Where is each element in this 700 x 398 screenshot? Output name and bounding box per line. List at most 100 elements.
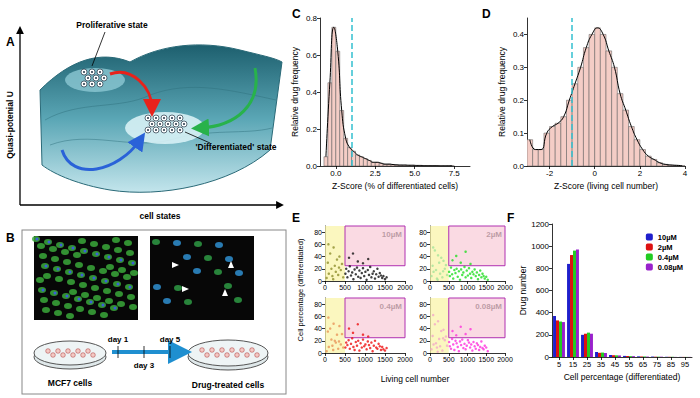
svg-text:2µM: 2µM [658, 243, 673, 252]
svg-text:Relative drug frequency: Relative drug frequency [290, 46, 300, 137]
svg-text:500: 500 [443, 284, 455, 291]
svg-text:0.4µM: 0.4µM [658, 253, 679, 262]
svg-text:1000: 1000 [357, 356, 373, 363]
svg-text:80: 80 [419, 229, 427, 236]
svg-text:1000: 1000 [531, 242, 549, 251]
svg-text:Quasi-potenial U: Quasi-potenial U [5, 91, 15, 159]
svg-text:20: 20 [419, 265, 427, 272]
svg-text:1500: 1500 [377, 284, 393, 291]
svg-text:Living cell number: Living cell number [381, 374, 450, 384]
svg-text:15: 15 [569, 360, 577, 369]
svg-text:55: 55 [625, 360, 633, 369]
svg-text:0: 0 [318, 350, 322, 357]
svg-text:C: C [292, 7, 301, 21]
svg-text:20: 20 [314, 265, 322, 272]
svg-text:cell states: cell states [139, 211, 180, 221]
svg-text:Z-Score (living cell number): Z-Score (living cell number) [554, 181, 658, 191]
svg-text:800: 800 [536, 264, 550, 273]
svg-text:500: 500 [339, 284, 351, 291]
svg-text:0.6: 0.6 [306, 51, 318, 60]
svg-text:0: 0 [592, 169, 597, 178]
svg-text:0: 0 [428, 356, 432, 363]
svg-text:2000: 2000 [397, 356, 413, 363]
svg-text:-2: -2 [546, 169, 554, 178]
svg-text:0.3: 0.3 [513, 63, 525, 72]
svg-text:1500: 1500 [478, 284, 494, 291]
svg-text:500: 500 [443, 356, 455, 363]
svg-text:0: 0 [323, 284, 327, 291]
svg-text:40: 40 [419, 253, 427, 260]
svg-text:Proliferative state: Proliferative state [76, 20, 148, 30]
svg-text:1000: 1000 [460, 356, 476, 363]
svg-text:Cell percentage (differentiate: Cell percentage (differentiated) [564, 372, 681, 382]
svg-text:0.2: 0.2 [513, 96, 525, 105]
svg-text:Relative drug frequency: Relative drug frequency [497, 46, 507, 137]
svg-text:B: B [6, 231, 15, 245]
svg-text:85: 85 [667, 360, 675, 369]
svg-text:4: 4 [683, 169, 688, 178]
svg-text:1000: 1000 [460, 284, 476, 291]
svg-text:Cell percentage (differentiate: Cell percentage (differentiated) [296, 238, 305, 341]
svg-text:25: 25 [583, 360, 591, 369]
svg-text:1000: 1000 [357, 284, 373, 291]
svg-text:20: 20 [419, 337, 427, 344]
svg-text:60: 60 [314, 241, 322, 248]
svg-text:65: 65 [639, 360, 647, 369]
svg-text:Drug-treated cells: Drug-treated cells [192, 380, 265, 390]
svg-text:MCF7 cells: MCF7 cells [48, 378, 93, 388]
svg-text:0: 0 [323, 356, 327, 363]
svg-text:80: 80 [314, 229, 322, 236]
svg-text:200: 200 [536, 330, 550, 339]
svg-text:5.0: 5.0 [409, 169, 421, 178]
svg-text:80: 80 [314, 301, 322, 308]
svg-text:0: 0 [545, 353, 550, 362]
svg-text:F: F [507, 211, 514, 225]
svg-text:0.4: 0.4 [513, 30, 525, 39]
svg-text:75: 75 [653, 360, 661, 369]
svg-text:0: 0 [428, 284, 432, 291]
svg-text:60: 60 [314, 313, 322, 320]
svg-text:7.5: 7.5 [449, 169, 461, 178]
svg-text:60: 60 [419, 313, 427, 320]
svg-text:60: 60 [419, 241, 427, 248]
svg-text:2000: 2000 [497, 356, 513, 363]
svg-text:D: D [482, 7, 491, 21]
svg-text:80: 80 [419, 301, 427, 308]
svg-text:40: 40 [314, 325, 322, 332]
svg-text:0.08µM: 0.08µM [658, 263, 683, 272]
svg-text:day 1: day 1 [108, 335, 129, 344]
svg-text:Drug number: Drug number [518, 266, 528, 316]
svg-text:2000: 2000 [397, 284, 413, 291]
svg-text:1500: 1500 [478, 356, 494, 363]
svg-text:2.5: 2.5 [370, 169, 382, 178]
svg-text:0.0: 0.0 [330, 169, 342, 178]
svg-text:5: 5 [557, 360, 561, 369]
svg-text:600: 600 [536, 286, 550, 295]
svg-text:0.0: 0.0 [306, 162, 318, 171]
svg-text:2000: 2000 [497, 284, 513, 291]
svg-text:95: 95 [681, 360, 689, 369]
svg-text:'Differentiated' state: 'Differentiated' state [195, 142, 276, 152]
svg-text:40: 40 [314, 253, 322, 260]
svg-text:1500: 1500 [377, 356, 393, 363]
svg-text:E: E [292, 211, 300, 225]
svg-text:0.4: 0.4 [306, 88, 318, 97]
svg-text:0.8: 0.8 [306, 14, 318, 23]
svg-text:0: 0 [318, 278, 322, 285]
svg-text:A: A [6, 35, 15, 49]
svg-text:day 5: day 5 [160, 335, 181, 344]
svg-text:2: 2 [638, 169, 643, 178]
svg-text:500: 500 [339, 356, 351, 363]
svg-text:Z-Score (% of differentiated c: Z-Score (% of differentiated cells) [332, 181, 458, 191]
svg-text:0: 0 [423, 278, 427, 285]
svg-text:20: 20 [314, 337, 322, 344]
svg-text:1200: 1200 [531, 220, 549, 229]
svg-text:45: 45 [611, 360, 619, 369]
svg-text:0.1: 0.1 [513, 129, 525, 138]
svg-text:40: 40 [419, 325, 427, 332]
svg-text:0: 0 [423, 350, 427, 357]
svg-text:0.2: 0.2 [306, 125, 318, 134]
svg-text:400: 400 [536, 308, 550, 317]
svg-text:10µM: 10µM [658, 233, 677, 242]
svg-text:0.0: 0.0 [513, 162, 525, 171]
